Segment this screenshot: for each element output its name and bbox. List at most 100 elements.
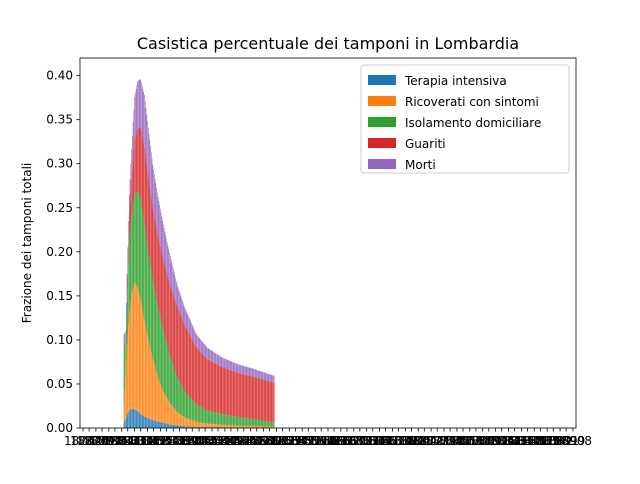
bar-morti: [177, 284, 178, 306]
bar-ric: [274, 427, 275, 428]
bar-morti: [233, 362, 234, 371]
bar-ric: [251, 426, 252, 428]
bar-gua: [191, 338, 192, 399]
bar-iso: [141, 203, 142, 303]
bar-iso: [187, 394, 188, 419]
bar-ric: [169, 402, 170, 424]
bar-ric: [163, 392, 164, 423]
bar-gua: [184, 323, 185, 390]
bar-iso: [226, 415, 227, 425]
bar-gua: [237, 373, 238, 417]
bar-ti: [136, 410, 137, 428]
bar-gua: [185, 326, 186, 391]
bar-morti: [142, 85, 143, 135]
bar-iso: [196, 404, 197, 422]
bar-morti: [182, 300, 183, 319]
bar-gua: [137, 132, 138, 191]
bar-ric: [255, 426, 256, 428]
bar-iso: [165, 339, 166, 396]
bar-ti: [153, 420, 154, 428]
bar-ric: [189, 419, 190, 426]
bar-morti: [184, 305, 185, 323]
bar-morti: [189, 318, 190, 334]
bar-ric: [162, 388, 163, 423]
bar-iso: [261, 420, 262, 426]
bar-morti: [237, 364, 238, 373]
bar-morti: [175, 275, 176, 300]
bar-morti: [208, 348, 209, 359]
bar-ric: [253, 426, 254, 428]
bar-gua: [182, 319, 183, 386]
bar-morti: [168, 246, 169, 278]
bar-gua: [202, 354, 203, 408]
bar-gua: [215, 364, 216, 413]
bar-iso: [246, 418, 247, 426]
bar-morti: [171, 262, 172, 290]
bar-iso: [216, 413, 217, 425]
bar-iso: [269, 422, 270, 427]
bar-ti: [139, 413, 140, 428]
bar-morti: [268, 374, 269, 381]
bar-ric: [190, 419, 191, 426]
bar-ric: [209, 424, 210, 427]
bar-iso: [256, 419, 257, 426]
bar-iso: [259, 420, 260, 426]
bar-ric: [159, 382, 160, 422]
bar-morti: [241, 365, 242, 374]
bar-ric: [231, 425, 232, 427]
bar-gua: [267, 381, 268, 421]
bar-ti: [155, 421, 156, 428]
bar-gua: [156, 225, 157, 295]
bar-morti: [188, 316, 189, 332]
bar-ti: [134, 410, 135, 429]
bar-ti: [151, 419, 152, 428]
bar-ric: [184, 417, 185, 426]
bar-iso: [182, 387, 183, 416]
bar-ti: [162, 422, 163, 428]
bar-iso: [140, 196, 141, 296]
bar-morti: [244, 366, 245, 374]
bar-ric: [226, 425, 227, 427]
y-axis-label: Frazione dei tamponi totali: [20, 163, 34, 323]
bar-gua: [140, 128, 141, 198]
bar-gua: [223, 368, 224, 415]
bar-iso: [204, 409, 205, 423]
bar-gua: [201, 353, 202, 407]
bar-ric: [239, 426, 240, 428]
bar-iso: [229, 415, 230, 425]
bar-morti: [162, 221, 163, 257]
bar-iso: [240, 417, 241, 426]
bar-ric: [208, 424, 209, 427]
bar-gua: [274, 383, 275, 423]
bar-morti: [204, 344, 205, 356]
bar-ric: [240, 426, 241, 428]
bar-gua: [165, 266, 166, 336]
bar-iso: [181, 384, 182, 415]
bar-morti: [157, 193, 158, 233]
bar-morti: [170, 256, 171, 286]
bar-morti: [266, 373, 267, 380]
bar-gua: [249, 376, 250, 419]
bar-morti: [129, 195, 130, 213]
bar-ti: [165, 423, 166, 428]
bar-iso: [219, 413, 220, 424]
bar-gua: [251, 376, 252, 418]
bar-morti: [168, 249, 169, 280]
bar-morti: [269, 374, 270, 381]
bar-morti: [199, 338, 200, 351]
bar-iso: [171, 359, 172, 405]
bar-ric: [253, 426, 254, 428]
bar-ti: [149, 419, 150, 428]
bar-gua: [150, 192, 151, 265]
bar-iso: [127, 309, 128, 344]
bar-gua: [193, 343, 194, 402]
bar-iso: [195, 403, 196, 421]
bar-ti: [141, 414, 142, 428]
bar-gua: [195, 345, 196, 403]
bar-ric: [197, 422, 198, 427]
bar-morti: [181, 298, 182, 317]
bar-iso: [266, 421, 267, 426]
bar-gua: [131, 180, 132, 215]
bar-morti: [181, 296, 182, 316]
